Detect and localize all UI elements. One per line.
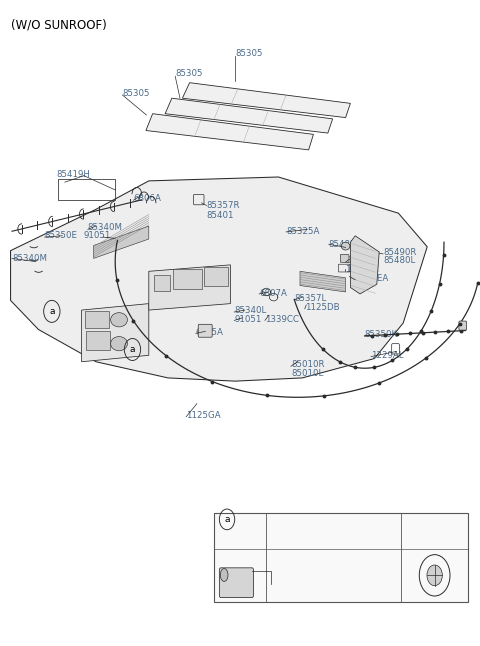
Text: 6807A: 6807A (259, 289, 287, 298)
Ellipse shape (110, 313, 128, 327)
Text: (W/O SUNROOF): (W/O SUNROOF) (11, 18, 106, 31)
Text: a: a (224, 515, 230, 524)
Text: 91051: 91051 (234, 315, 262, 324)
Polygon shape (149, 265, 230, 310)
Text: 85480L: 85480L (383, 256, 415, 266)
Circle shape (427, 565, 443, 586)
Text: 1129EA: 1129EA (355, 274, 388, 283)
Text: 85401: 85401 (206, 211, 234, 220)
Ellipse shape (110, 337, 128, 351)
Ellipse shape (220, 568, 228, 581)
Polygon shape (11, 177, 427, 381)
Text: 85305: 85305 (235, 49, 263, 58)
Text: 85419H: 85419H (57, 170, 91, 179)
Text: 6805A: 6805A (196, 328, 224, 337)
Text: 18641E: 18641E (250, 567, 283, 576)
FancyBboxPatch shape (340, 255, 349, 262)
Text: 1220BC: 1220BC (345, 265, 379, 274)
Text: a: a (49, 307, 55, 316)
Text: 85485: 85485 (329, 240, 356, 249)
Text: 1390NB: 1390NB (407, 515, 442, 524)
Text: a: a (130, 345, 135, 354)
FancyBboxPatch shape (459, 321, 467, 330)
Text: 85305: 85305 (122, 89, 150, 98)
Text: 85350E: 85350E (45, 231, 78, 240)
Text: 85350K: 85350K (365, 330, 398, 339)
Text: 91051: 91051 (84, 231, 111, 240)
Text: 85325A: 85325A (286, 227, 320, 236)
Polygon shape (350, 236, 379, 294)
Polygon shape (165, 98, 333, 133)
Ellipse shape (341, 242, 350, 250)
Polygon shape (86, 331, 110, 350)
Text: 85490R: 85490R (383, 248, 417, 257)
Text: 85357R: 85357R (206, 201, 240, 210)
Text: 1125DB: 1125DB (305, 303, 339, 312)
Text: 85357L: 85357L (295, 294, 327, 303)
Polygon shape (182, 83, 350, 118)
Text: 85305: 85305 (175, 69, 203, 78)
Text: 92890A: 92890A (283, 578, 316, 587)
Polygon shape (82, 304, 149, 362)
Text: 85340L: 85340L (234, 306, 266, 315)
Text: 85340M: 85340M (88, 223, 123, 232)
Polygon shape (85, 311, 109, 328)
FancyBboxPatch shape (198, 324, 212, 337)
Polygon shape (300, 271, 346, 292)
Text: 85010R: 85010R (291, 360, 324, 370)
Polygon shape (204, 267, 228, 286)
Text: 85340M: 85340M (12, 254, 47, 263)
Text: 1125GA: 1125GA (186, 411, 221, 420)
Text: 85010L: 85010L (291, 369, 323, 378)
FancyBboxPatch shape (219, 568, 253, 598)
Text: 6806A: 6806A (133, 194, 161, 203)
Polygon shape (173, 269, 202, 289)
Text: 1229AL: 1229AL (371, 351, 404, 360)
Text: 1339CC: 1339CC (265, 315, 299, 324)
Text: 84339: 84339 (346, 256, 373, 266)
Polygon shape (154, 275, 170, 291)
FancyBboxPatch shape (214, 513, 468, 602)
Polygon shape (94, 226, 149, 258)
Polygon shape (146, 114, 313, 150)
